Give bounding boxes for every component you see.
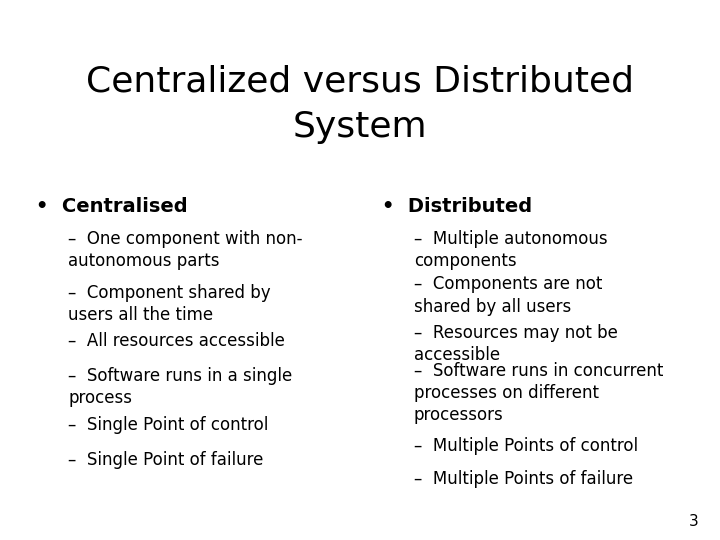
Text: –  All resources accessible: – All resources accessible <box>68 332 285 350</box>
Text: •  Centralised: • Centralised <box>36 197 188 216</box>
Text: –  Single Point of control: – Single Point of control <box>68 416 269 434</box>
Text: –  One component with non-
autonomous parts: – One component with non- autonomous par… <box>68 230 303 269</box>
Text: –  Multiple autonomous
components: – Multiple autonomous components <box>414 230 608 269</box>
Text: –  Multiple Points of control: – Multiple Points of control <box>414 437 638 455</box>
Text: 3: 3 <box>688 514 698 529</box>
Text: •  Distributed: • Distributed <box>382 197 532 216</box>
Text: Centralized versus Distributed
System: Centralized versus Distributed System <box>86 65 634 144</box>
Text: –  Component shared by
users all the time: – Component shared by users all the time <box>68 284 271 323</box>
Text: –  Software runs in a single
process: – Software runs in a single process <box>68 367 292 407</box>
Text: –  Single Point of failure: – Single Point of failure <box>68 451 264 469</box>
Text: –  Multiple Points of failure: – Multiple Points of failure <box>414 470 633 488</box>
Text: –  Resources may not be
accessible: – Resources may not be accessible <box>414 324 618 364</box>
Text: –  Software runs in concurrent
processes on different
processors: – Software runs in concurrent processes … <box>414 362 663 424</box>
Text: –  Components are not
shared by all users: – Components are not shared by all users <box>414 275 603 315</box>
